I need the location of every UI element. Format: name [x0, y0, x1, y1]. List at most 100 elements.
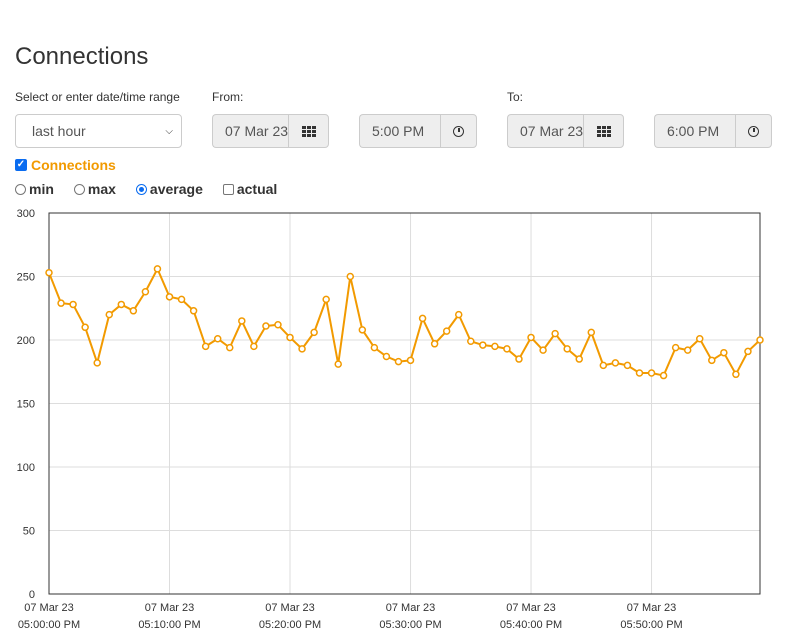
- data-point: [442, 327, 451, 335]
- data-point: [611, 359, 620, 367]
- to-time-input[interactable]: 6:00 PM: [654, 114, 735, 148]
- to-date-group: 07 Mar 23: [507, 114, 624, 148]
- from-date-group: 07 Mar 23: [212, 114, 329, 148]
- data-point: [370, 343, 379, 352]
- option-max[interactable]: max: [73, 181, 116, 197]
- data-point: [141, 287, 150, 296]
- data-point: [756, 336, 764, 344]
- option-max-label: max: [87, 181, 116, 197]
- option-actual[interactable]: actual: [222, 181, 278, 197]
- y-tick-label: 100: [17, 462, 35, 474]
- x-tick-date: 07 Mar 23: [627, 602, 677, 614]
- from-time-input[interactable]: 5:00 PM: [359, 114, 440, 148]
- data-point: [226, 343, 234, 352]
- data-point: [201, 342, 210, 351]
- data-point: [298, 345, 306, 353]
- data-point: [81, 323, 89, 332]
- data-point: [527, 333, 535, 342]
- x-tick-date: 07 Mar 23: [265, 602, 315, 614]
- clock-icon: [748, 125, 759, 137]
- y-tick-label: 200: [17, 335, 35, 347]
- y-tick-label: 50: [23, 526, 35, 538]
- y-tick-label: 300: [17, 208, 35, 220]
- range-select-value: last hour: [32, 123, 86, 139]
- x-tick-date: 07 Mar 23: [386, 602, 436, 614]
- y-tick-label: 150: [17, 399, 35, 411]
- x-tick-time: 05:30:00 PM: [379, 619, 441, 631]
- data-point: [575, 355, 583, 363]
- x-tick-time: 05:20:00 PM: [259, 619, 321, 631]
- to-time-button[interactable]: [735, 114, 772, 148]
- data-point: [238, 317, 246, 325]
- x-tick-time: 05:00:00 PM: [18, 619, 80, 631]
- data-point: [286, 333, 294, 342]
- chevron-down-icon: ⌵: [165, 125, 173, 137]
- x-tick-time: 05:40:00 PM: [500, 619, 562, 631]
- min-radio[interactable]: [15, 183, 26, 195]
- data-point: [563, 345, 571, 353]
- option-average[interactable]: average: [135, 181, 203, 197]
- data-point: [479, 341, 487, 349]
- from-date-button[interactable]: [288, 114, 329, 148]
- data-point: [250, 342, 258, 351]
- data-point: [358, 326, 367, 334]
- data-point: [274, 321, 282, 329]
- data-point: [599, 361, 608, 370]
- data-point: [334, 360, 342, 368]
- data-point: [635, 369, 644, 377]
- y-tick-label: 250: [17, 272, 35, 284]
- x-tick-date: 07 Mar 23: [506, 602, 556, 614]
- data-point: [647, 369, 656, 377]
- data-point: [430, 340, 439, 348]
- average-radio[interactable]: [135, 183, 147, 195]
- range-select[interactable]: last hour ⌵: [15, 114, 182, 148]
- data-point: [467, 337, 475, 346]
- data-point: [418, 314, 427, 323]
- connections-checkbox[interactable]: ✓: [15, 159, 27, 171]
- data-point: [165, 293, 174, 301]
- data-point: [57, 299, 65, 307]
- actual-checkbox[interactable]: [222, 183, 234, 195]
- data-point: [454, 310, 463, 319]
- data-point: [515, 355, 523, 363]
- data-point: [659, 371, 668, 380]
- plot-frame: [48, 212, 761, 595]
- data-point: [732, 370, 740, 379]
- data-point: [695, 334, 704, 343]
- x-tick-time: 05:50:00 PM: [620, 619, 682, 631]
- data-point: [310, 328, 318, 337]
- connections-toggle-label: Connections: [31, 157, 116, 173]
- max-radio[interactable]: [73, 183, 85, 195]
- data-point: [623, 361, 632, 370]
- option-min-label: min: [29, 181, 54, 197]
- data-point: [45, 268, 53, 277]
- data-point: [177, 295, 186, 304]
- data-point: [671, 343, 680, 352]
- to-date-button[interactable]: [583, 114, 624, 148]
- data-point: [189, 307, 198, 315]
- data-point: [322, 295, 330, 304]
- to-date-input[interactable]: 07 Mar 23: [507, 114, 583, 148]
- range-label: Select or enter date/time range: [15, 90, 180, 104]
- data-point: [551, 329, 559, 338]
- data-point: [69, 300, 77, 309]
- data-point: [93, 359, 101, 367]
- data-point: [708, 356, 716, 365]
- data-point: [406, 356, 415, 365]
- option-actual-label: actual: [236, 181, 278, 197]
- data-point: [720, 348, 728, 357]
- data-point: [394, 357, 403, 366]
- data-point: [503, 345, 511, 353]
- calendar-icon: [596, 125, 611, 137]
- data-point: [129, 307, 138, 315]
- y-tick-label: 0: [29, 589, 35, 601]
- data-point: [262, 322, 270, 330]
- data-point: [382, 352, 391, 361]
- connections-toggle[interactable]: ✓ Connections: [15, 157, 116, 173]
- option-min[interactable]: min: [15, 181, 54, 197]
- from-date-input[interactable]: 07 Mar 23: [212, 114, 288, 148]
- aggregation-options: min max average actual: [15, 181, 297, 197]
- calendar-icon: [301, 125, 316, 137]
- from-time-button[interactable]: [440, 114, 477, 148]
- data-point: [587, 328, 596, 337]
